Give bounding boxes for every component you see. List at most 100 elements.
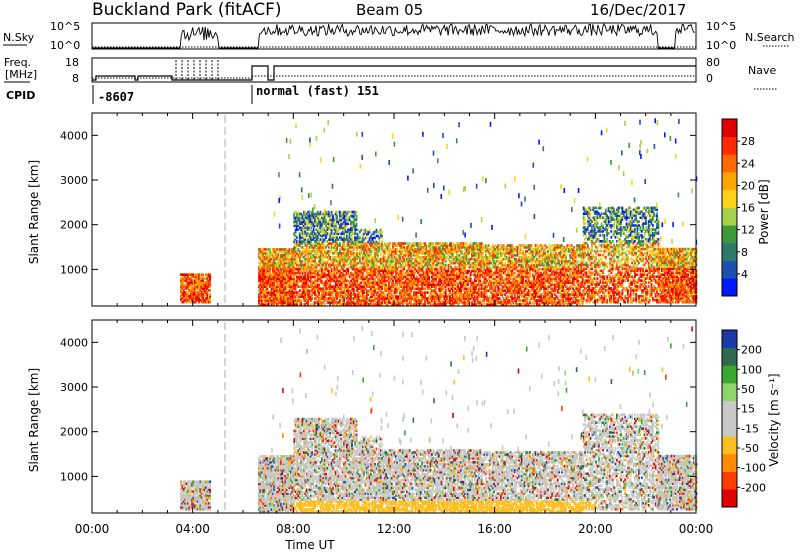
power-cell-978 [294, 303, 297, 306]
power-cell-624 [276, 265, 278, 269]
power-cell-683 [280, 301, 282, 304]
power-cell-1426 [312, 285, 315, 288]
power-cell-1645 [321, 265, 323, 269]
power-cell-1602 [319, 277, 322, 281]
power-cell-2067 [339, 283, 341, 287]
power-cell-112 [192, 300, 195, 304]
power-cell-3105 [389, 242, 392, 245]
power-cell-2195 [343, 226, 345, 230]
power-cell-1319 [308, 269, 311, 273]
power-cell-1424 [312, 289, 315, 292]
power-cell-1481 [314, 236, 316, 239]
power-cell-2182 [343, 256, 345, 259]
power-cell-114 [192, 297, 195, 300]
power-cell-616 [276, 285, 278, 288]
power-cell-575 [273, 263, 276, 267]
power-cell-1349 [309, 293, 312, 296]
power-cell-1351 [309, 285, 312, 288]
power-cell-1121 [300, 246, 303, 249]
power-cell-704 [280, 254, 282, 257]
power-cell-1945 [333, 250, 336, 253]
power-cell-1097 [298, 232, 301, 235]
power-cell-1158 [301, 236, 304, 239]
power-cell-45 [184, 275, 186, 278]
power-cell-1637 [321, 287, 323, 290]
power-cell-719 [281, 279, 284, 283]
power-cell-2245 [345, 269, 348, 273]
power-cell-889 [291, 299, 294, 302]
power-cell-2038 [337, 279, 340, 283]
power-cell-75 [188, 297, 191, 300]
power-cell-1813 [327, 246, 330, 249]
power-cell-1997 [336, 301, 338, 304]
nave-label: Nave [748, 64, 776, 77]
power-cell-339 [260, 275, 263, 279]
power-cell-524 [270, 263, 273, 267]
power-cell-15 [181, 293, 184, 296]
power-cell-569 [273, 275, 276, 279]
power-cell-1741 [325, 281, 327, 285]
power-cell-1847 [329, 250, 332, 253]
power-cell-1128 [300, 226, 303, 230]
power-cell-1511 [315, 244, 318, 247]
power-cell-627 [276, 257, 278, 261]
power-cell-833 [287, 252, 289, 255]
power-cell-592 [274, 279, 277, 283]
power-cell-1518 [315, 228, 318, 231]
power-cell-369 [262, 265, 265, 269]
power-cell-2223 [344, 230, 347, 233]
power-cell-1701 [323, 293, 326, 296]
power-cell-2183 [343, 254, 345, 257]
power-cell-1699 [323, 299, 326, 302]
power-cell-700 [280, 263, 282, 267]
power-cell-1258 [305, 254, 308, 257]
power-cell-1082 [298, 269, 301, 273]
power-cell-154 [196, 295, 199, 298]
power-cell-255 [207, 298, 210, 302]
power-cell-799 [285, 277, 288, 281]
power-cell-117 [192, 291, 195, 294]
power-cell-2074 [339, 261, 341, 265]
power-cell-1789 [326, 222, 329, 226]
power-cell-1048 [297, 275, 300, 279]
power-cell-1967 [334, 283, 337, 287]
power-cell-1589 [318, 220, 320, 224]
power-cell-1165 [301, 220, 304, 224]
power-cell-535 [271, 291, 274, 294]
power-cell-2066 [339, 287, 341, 290]
power-cell-1246 [305, 285, 308, 288]
power-cell-2058 [337, 218, 340, 222]
power-cell-1985 [334, 234, 337, 237]
power-cell-1923 [332, 216, 334, 220]
power-cell-794 [285, 291, 288, 294]
power-cell-2034 [337, 291, 340, 294]
power-cell-1732 [323, 214, 326, 218]
power-cell-1938 [333, 267, 336, 271]
power-cell-544 [271, 271, 274, 275]
power-cell-1859 [330, 301, 333, 304]
power-cell-1535 [316, 275, 319, 279]
power-cell-1760 [325, 218, 327, 222]
power-cell-519 [270, 279, 273, 283]
power-cell-1966 [334, 285, 337, 288]
power-cell-1054 [297, 261, 300, 265]
power-cell-30 [182, 289, 185, 292]
power-cell-992 [294, 261, 297, 265]
power-cell-297 [258, 252, 260, 255]
power-cell-1419 [311, 212, 314, 216]
power-cell-92 [189, 283, 192, 286]
power-cell-1181 [303, 277, 305, 281]
power-cell-840 [288, 293, 291, 296]
power-cell-2193 [343, 232, 345, 235]
power-cell-765 [284, 295, 287, 298]
power-cell-1023 [296, 271, 298, 275]
power-cell-1479 [314, 242, 316, 245]
power-cell-320 [259, 261, 262, 265]
power-cell-2140 [341, 267, 344, 271]
power-cell-223 [203, 287, 206, 290]
power-cell-1908 [332, 261, 334, 265]
power-cell-1227 [304, 244, 307, 247]
power-cell-123 [192, 273, 195, 276]
power-cell-80 [188, 281, 191, 284]
power-cell-294 [258, 261, 260, 265]
